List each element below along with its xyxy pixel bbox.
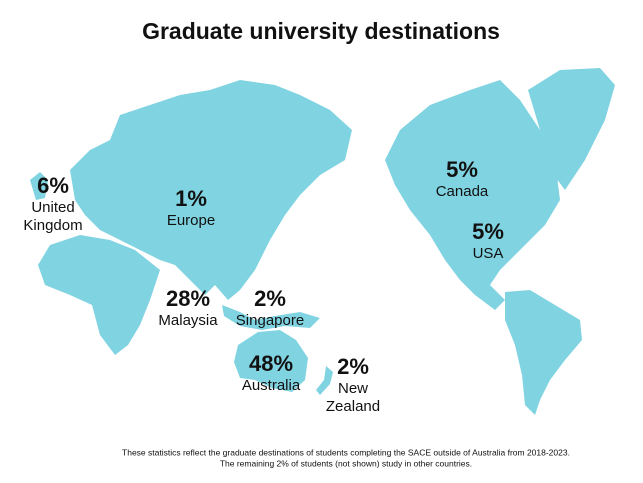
title: Graduate university destinations — [142, 18, 500, 44]
region-name: Australia — [242, 377, 301, 394]
africa — [38, 235, 160, 355]
region-percent: 6% — [37, 173, 69, 198]
region-percent: 2% — [337, 354, 369, 379]
region-percent: 5% — [472, 219, 504, 244]
north-america — [385, 80, 560, 310]
region-percent: 48% — [249, 351, 293, 376]
region-name: USA — [473, 245, 504, 262]
region-name: Singapore — [236, 312, 304, 329]
region-name: Kingdom — [23, 217, 82, 234]
eurasia — [70, 80, 352, 300]
region-percent: 2% — [254, 286, 286, 311]
region-name: New — [338, 380, 368, 397]
new-zealand — [316, 366, 333, 395]
region-percent: 1% — [175, 186, 207, 211]
south-america — [505, 290, 582, 415]
region-name: United — [31, 199, 74, 216]
greenland — [528, 68, 615, 190]
footnote-line: The remaining 2% of students (not shown)… — [220, 458, 472, 468]
region-name: Malaysia — [158, 312, 218, 329]
region-percent: 5% — [446, 157, 478, 182]
australia — [234, 330, 308, 392]
region-labels: 6%UnitedKingdom1%Europe28%Malaysia2%Sing… — [23, 157, 504, 415]
region-name: Zealand — [326, 398, 380, 415]
region-name: Canada — [436, 183, 489, 200]
landmasses — [30, 68, 615, 415]
region-name: Europe — [167, 212, 215, 229]
footnote-line: These statistics reflect the graduate de… — [122, 447, 570, 457]
indonesia — [222, 305, 320, 330]
region-percent: 28% — [166, 286, 210, 311]
uk — [30, 172, 48, 200]
